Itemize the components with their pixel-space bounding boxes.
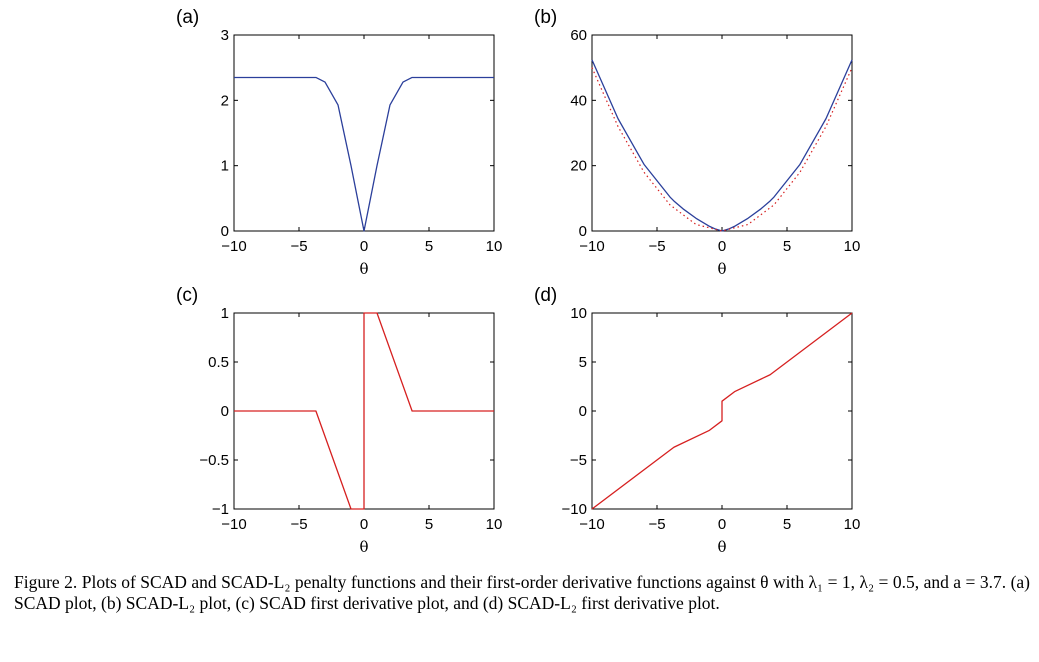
x-axis-label: θ [359,538,368,556]
panel-label-c: (c) [176,285,198,306]
y-tick-label: −5 [570,452,587,469]
x-tick-label: 5 [425,238,433,255]
panel-label-a: (a) [176,7,199,28]
y-tick-label: 0.5 [208,354,229,371]
y-tick-label: 2 [221,92,229,109]
x-tick-label: 0 [360,238,368,255]
axes-frame-b [591,34,853,232]
y-tick-label: 5 [579,354,587,371]
y-tick-label: −0.5 [199,452,229,469]
x-tick-label: −10 [221,238,246,255]
x-tick-label: 5 [783,238,791,255]
series-line-c-1 [234,312,494,510]
y-tick-label: 1 [221,305,229,322]
x-tick-label: 10 [486,516,503,533]
x-tick-label: 10 [486,238,503,255]
y-tick-label: 3 [221,27,229,44]
x-axis-label: θ [359,260,368,278]
series-line-b-2 [591,67,853,232]
y-tick-label: −1 [212,501,229,518]
x-axis-label: θ [717,260,726,278]
y-tick-label: 10 [570,305,587,322]
x-tick-label: −5 [648,516,665,533]
y-tick-label: 60 [570,27,587,44]
x-tick-label: −10 [579,516,604,533]
panel-label-b: (b) [534,7,557,28]
x-tick-label: 10 [844,516,861,533]
x-tick-label: 5 [783,516,791,533]
panel-label-d: (d) [534,285,557,306]
y-tick-label: 0 [221,223,229,240]
y-tick-label: 40 [570,92,587,109]
x-axis-label: θ [717,538,726,556]
x-tick-label: 0 [718,516,726,533]
y-tick-label: −10 [562,501,587,518]
x-tick-label: −5 [290,516,307,533]
chart-panel-d: −10 −5 0 5 10 −10 −5 0 5 10 θ (d) [534,285,860,556]
y-tick-label: 0 [221,403,229,420]
x-tick-label: 0 [360,516,368,533]
series-line-b-1 [591,59,853,232]
x-tick-label: 0 [718,238,726,255]
chart-panel-b: −10 −5 0 5 10 0 20 40 60 θ (b) [534,7,860,278]
axes-frame-a [233,34,495,232]
y-tick-label: 0 [579,223,587,240]
x-tick-label: −10 [579,238,604,255]
y-tick-label: 20 [570,158,587,175]
figure-caption: Figure 2. Plots of SCAD and SCAD-L₂ pena… [14,572,1030,613]
x-tick-label: 10 [844,238,861,255]
series-line-a-1 [234,76,494,232]
y-tick-label: 1 [221,158,229,175]
series-line-d-1 [591,312,853,510]
chart-panel-a: −10 −5 0 5 10 0 1 2 3 θ (a) [176,7,502,278]
x-tick-label: 5 [425,516,433,533]
chart-panel-c: −10 −5 0 5 10 −1 −0.5 0 0.5 1 θ (c) [176,285,502,556]
x-tick-label: −10 [221,516,246,533]
y-tick-label: 0 [579,403,587,420]
x-tick-label: −5 [648,238,665,255]
x-tick-label: −5 [290,238,307,255]
